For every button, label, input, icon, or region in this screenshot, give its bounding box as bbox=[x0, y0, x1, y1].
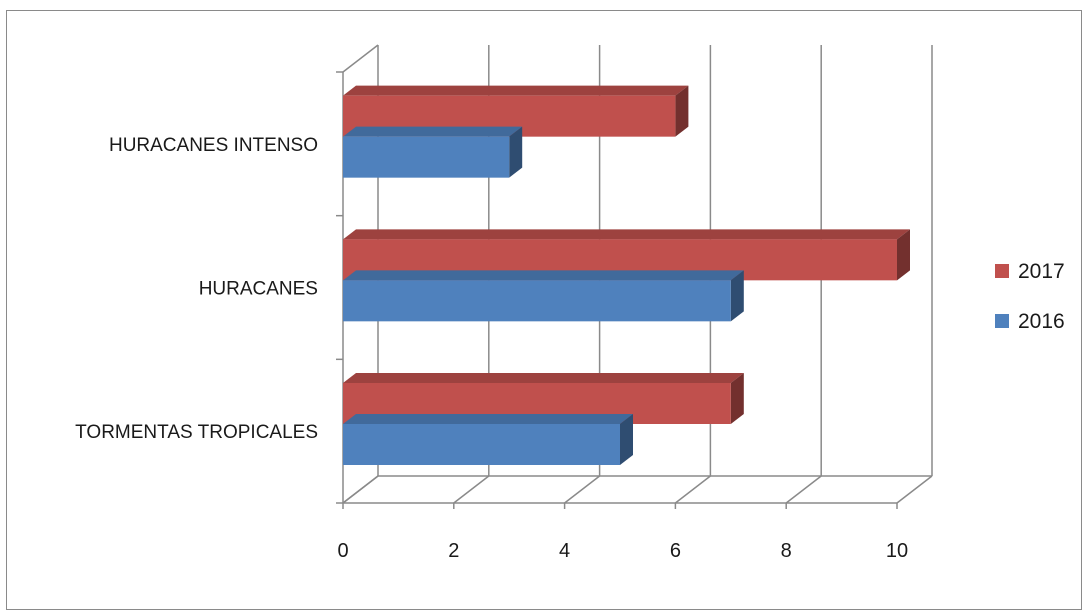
bar-top-face bbox=[343, 414, 633, 424]
bar-side-face bbox=[730, 373, 744, 424]
x-axis-tick-labels: 0 2 4 6 8 10 bbox=[337, 540, 908, 562]
x-tick-label: 8 bbox=[781, 540, 792, 562]
bar-top-face bbox=[343, 270, 744, 281]
gridline-floor bbox=[896, 475, 933, 504]
bar-front-face bbox=[343, 280, 731, 322]
bar-top-face bbox=[343, 85, 689, 96]
bar-2016-tormentas-tropicales bbox=[343, 414, 633, 465]
bar-top-face bbox=[343, 126, 523, 137]
legend-label-2016: 2016 bbox=[1018, 310, 1065, 333]
gridline-floor bbox=[453, 475, 490, 504]
gridline-floor bbox=[342, 475, 379, 504]
x-tick-label: 4 bbox=[559, 540, 570, 562]
bar-front-face bbox=[343, 424, 620, 465]
category-label: HURACANES bbox=[199, 279, 318, 300]
floor-back-edge bbox=[342, 475, 932, 504]
bar-2016-huracanes-intenso bbox=[343, 126, 523, 178]
bar-side-face bbox=[730, 270, 744, 322]
bar-chart: 0 2 4 6 8 10 TORMENTAS TROPICALES HURACANES HUR… bbox=[75, 44, 1065, 562]
x-tick-label: 6 bbox=[670, 540, 681, 562]
legend-swatch-2016 bbox=[995, 314, 1009, 328]
bar-top-face bbox=[343, 229, 910, 240]
bar-top-face bbox=[343, 373, 744, 383]
bar-side-face bbox=[620, 414, 633, 465]
bar-side-face bbox=[897, 229, 910, 281]
gridline-floor bbox=[785, 475, 822, 504]
x-tick-label: 2 bbox=[448, 540, 459, 562]
bar-front-face bbox=[343, 136, 510, 178]
bar-side-face bbox=[675, 85, 689, 137]
gridline-floor bbox=[564, 475, 601, 504]
gridline-floor bbox=[674, 475, 711, 504]
legend-swatch-2017 bbox=[995, 264, 1009, 278]
bar-side-face bbox=[509, 126, 523, 178]
x-tick-label: 10 bbox=[886, 540, 908, 562]
category-label: TORMENTAS TROPICALES bbox=[75, 422, 318, 443]
legend: 2017 2016 bbox=[995, 260, 1065, 333]
category-labels: TORMENTAS TROPICALES HURACANES HURACANES I… bbox=[75, 135, 318, 443]
bars bbox=[343, 85, 910, 465]
side-wall-top-edge bbox=[342, 44, 379, 73]
legend-label-2017: 2017 bbox=[1018, 260, 1065, 283]
category-label: HURACANES INTENSO bbox=[109, 135, 318, 156]
bar-2016-huracanes bbox=[343, 270, 744, 322]
x-tick-label: 0 bbox=[337, 540, 348, 562]
